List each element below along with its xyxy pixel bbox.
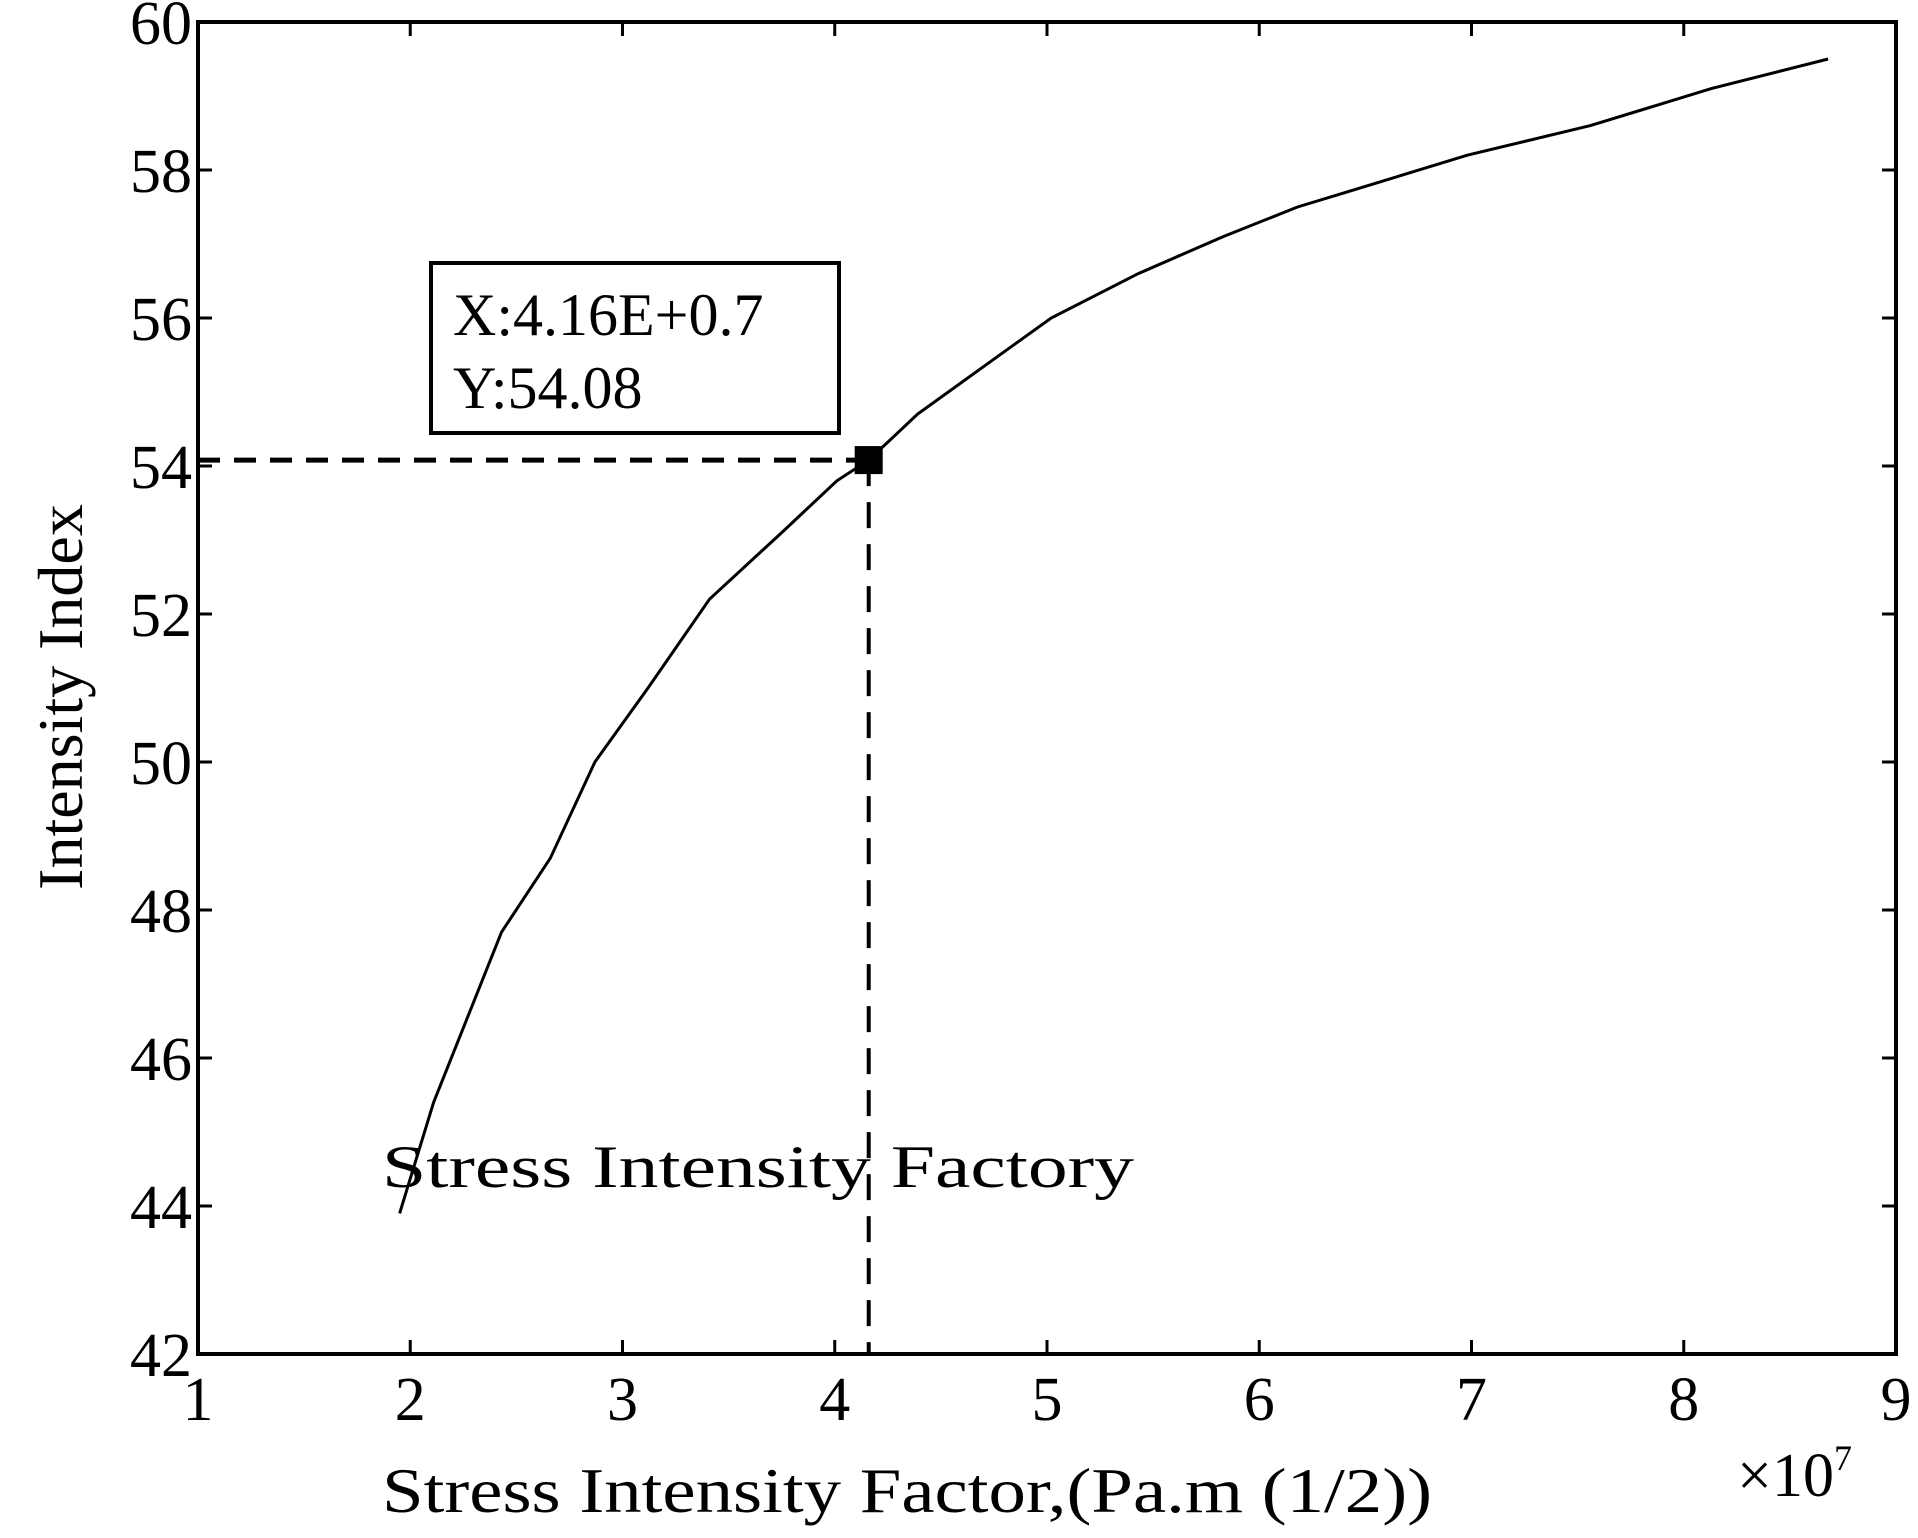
- x-tick-label: 6: [1244, 1366, 1275, 1434]
- y-tick-label: 52: [130, 582, 192, 650]
- x-tick-label: 4: [819, 1366, 850, 1434]
- datatip-x: X:4.16E+0.7: [453, 282, 764, 348]
- x-tick-label: 5: [1032, 1366, 1063, 1434]
- y-tick-label: 56: [130, 286, 192, 354]
- datatip: X:4.16E+0.7 Y:54.08: [429, 261, 841, 435]
- y-tick-label: 44: [130, 1174, 192, 1242]
- x-tick-label: 1: [183, 1366, 214, 1434]
- y-tick-label: 54: [130, 434, 192, 502]
- x-tick-label: 2: [395, 1366, 426, 1434]
- x-axis-label: Stress Intensity Factor,(Pa.m (1/2)): [382, 1455, 1432, 1526]
- y-tick-label: 58: [130, 138, 192, 206]
- x-multiplier-exp: 7: [1834, 1438, 1852, 1478]
- x-tick-label: 8: [1668, 1366, 1699, 1434]
- y-tick-label: 46: [130, 1026, 192, 1094]
- x-tick-label: 9: [1881, 1366, 1912, 1434]
- y-tick-label: 42: [130, 1322, 192, 1390]
- series-line: [398, 57, 1829, 1214]
- datatip-marker[interactable]: [854, 446, 883, 475]
- y-axis-label: Intensity Index: [25, 504, 96, 890]
- y-tick-label: 60: [130, 0, 192, 58]
- datatip-y: Y:54.08: [453, 355, 643, 421]
- curve-annotation: Stress Intensity Factory: [382, 1134, 1134, 1200]
- x-tick-label: 3: [607, 1366, 638, 1434]
- y-tick-label: 50: [130, 730, 192, 798]
- datatip-box: [429, 261, 841, 435]
- y-tick-label: 48: [130, 878, 192, 946]
- x-multiplier-base: ×10: [1737, 1442, 1834, 1510]
- x-tick-label: 7: [1456, 1366, 1487, 1434]
- x-axis-multiplier: ×107: [1737, 1438, 1852, 1510]
